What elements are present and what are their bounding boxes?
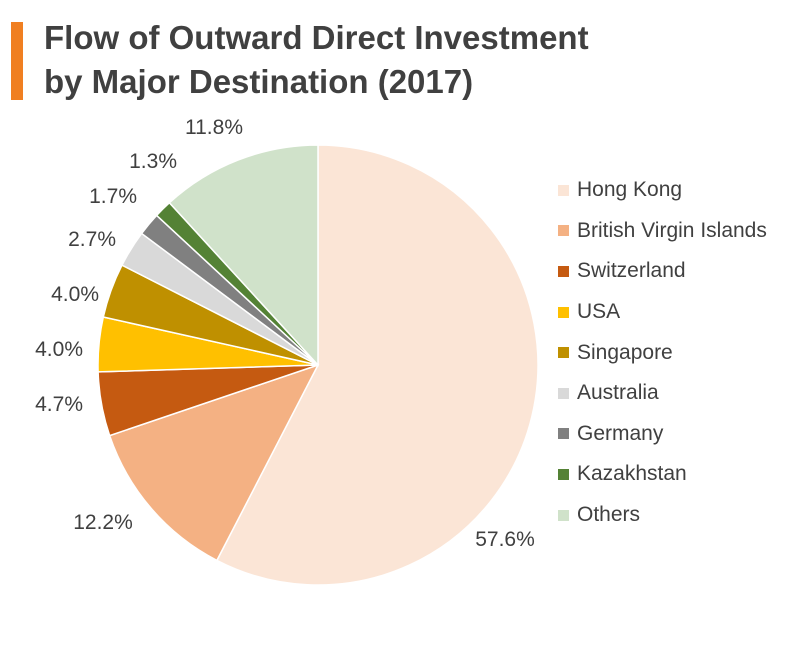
legend-item-switzerland: Switzerland <box>558 251 767 292</box>
legend-label: British Virgin Islands <box>577 218 767 242</box>
legend-label: Germany <box>577 421 664 445</box>
chart-legend: Hong Kong British Virgin Islands Switzerla… <box>558 170 767 535</box>
chart-title-line-1: Flow of Outward Direct Investment <box>44 19 589 56</box>
legend-swatch <box>558 184 569 196</box>
legend-item-usa: USA <box>558 292 767 333</box>
pie-label-kazakhstan: 1.3% <box>129 150 177 173</box>
pie-slice-british-virgin-islands <box>108 363 320 562</box>
pie-label-hong-kong: 57.6% <box>475 528 535 551</box>
pie-label-singapore: 4.0% <box>51 283 99 306</box>
legend-item-singapore: Singapore <box>558 332 767 373</box>
legend-item-australia: Australia <box>558 373 767 414</box>
legend-label: Hong Kong <box>577 178 683 202</box>
pie-labels: 57.6% 12.2% 4.7% 4.0% 4.0% 2.7% 1.7% 1.3% 11.8% <box>35 116 535 551</box>
pie-label-australia: 2.7% <box>68 228 116 251</box>
pie-label-others: 11.8% <box>185 116 243 139</box>
legend-item-kazakhstan: Kazakhstan <box>558 454 767 495</box>
pie-slice-hong-kong <box>215 144 539 586</box>
legend-swatch <box>558 265 569 277</box>
chart-title: Flow of Outward Direct Investment by Maj… <box>44 16 589 104</box>
pie-slices <box>97 144 539 586</box>
legend-label: Kazakhstan <box>577 462 687 486</box>
legend-item-others: Others <box>558 495 767 536</box>
legend-label: Singapore <box>577 340 673 364</box>
title-accent-bar <box>11 22 23 100</box>
pie-label-germany: 1.7% <box>89 185 137 208</box>
legend-item-germany: Germany <box>558 414 767 455</box>
legend-item-hong-kong: Hong Kong <box>558 170 767 211</box>
pie-label-british-virgin-islands: 12.2% <box>73 511 133 534</box>
legend-swatch <box>558 509 569 521</box>
legend-swatch <box>558 468 569 480</box>
legend-swatch <box>558 428 569 440</box>
pie-slice-others <box>168 144 319 367</box>
chart-title-line-2: by Major Destination (2017) <box>44 63 474 100</box>
legend-label: Others <box>577 503 641 527</box>
legend-swatch <box>558 347 569 359</box>
pie-label-usa: 4.0% <box>35 338 83 361</box>
legend-item-british-virgin-islands: British Virgin Islands <box>558 211 767 252</box>
legend-label: USA <box>577 300 621 324</box>
legend-swatch <box>558 306 569 318</box>
legend-label: Switzerland <box>577 259 686 283</box>
legend-swatch <box>558 387 569 399</box>
pie-label-switzerland: 4.7% <box>35 393 83 416</box>
legend-label: Australia <box>577 381 659 405</box>
legend-swatch <box>558 225 569 237</box>
